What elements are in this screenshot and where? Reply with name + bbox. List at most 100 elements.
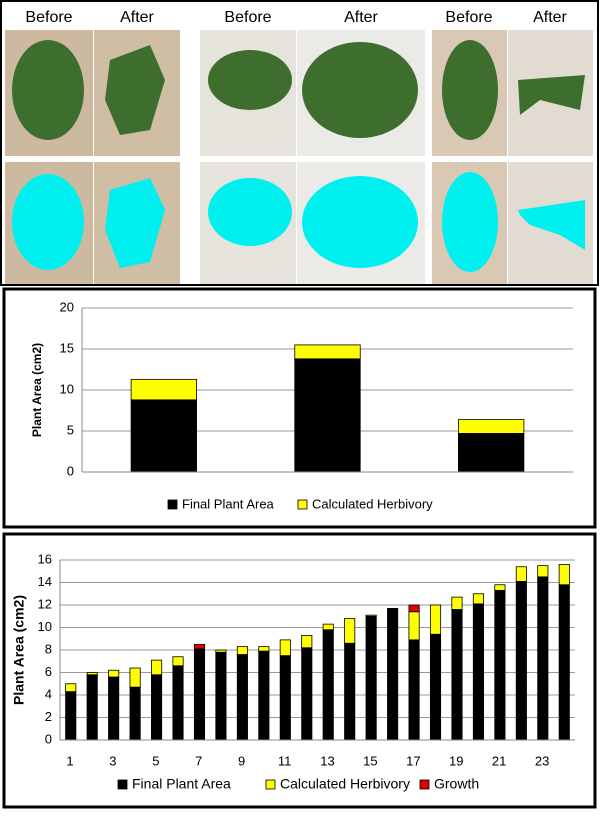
bar-segment (537, 576, 549, 741)
legend-swatch (167, 499, 178, 510)
x-tick-label: 21 (492, 753, 506, 768)
y-tick-label: 0 (67, 463, 74, 478)
x-tick-label: 3 (109, 753, 116, 768)
bar-segment (429, 633, 442, 741)
bar-segment (558, 564, 570, 586)
bar-segment (408, 639, 420, 741)
bar-segment (130, 399, 197, 473)
legend-label: Final Plant Area (182, 496, 275, 511)
bar-segment (236, 646, 248, 655)
y-tick-label: 10 (60, 381, 74, 396)
bar-segment (301, 647, 313, 741)
bar-segment (344, 618, 356, 644)
y-tick-label: 14 (38, 574, 52, 589)
bar-segment (294, 344, 361, 360)
bar-segment (365, 614, 377, 617)
bar-segment (472, 593, 484, 605)
bar-segment (108, 669, 120, 678)
y-tick-label: 5 (67, 422, 74, 437)
bar-segment (279, 639, 291, 657)
y-tick-label: 8 (45, 641, 52, 656)
legend-label: Calculated Herbivory (312, 496, 433, 511)
bar-segment (65, 691, 77, 741)
photo-label: After (120, 9, 154, 26)
legend-swatch (265, 779, 276, 790)
bar-segment (301, 634, 313, 649)
photos (5, 30, 593, 284)
x-tick-label: 1 (66, 753, 73, 768)
legend-swatch (117, 779, 128, 790)
y-tick-label: 20 (60, 299, 74, 314)
y-tick-label: 12 (38, 596, 52, 611)
photo-label: After (344, 9, 378, 26)
x-tick-label: 11 (278, 753, 292, 768)
bar-segment (322, 623, 334, 631)
bar-segment (344, 642, 356, 741)
bar-segment (86, 672, 98, 676)
bar-segment (408, 604, 420, 613)
legend-label: Final Plant Area (132, 776, 231, 792)
bar-segment (215, 651, 227, 741)
bar-segment (172, 665, 184, 741)
bar-segment (494, 584, 506, 591)
photo-label: After (533, 9, 567, 26)
x-tick-label: 13 (320, 753, 334, 768)
bar-segment (451, 596, 463, 610)
bar-segment (279, 655, 291, 741)
x-tick-label: 23 (535, 753, 549, 768)
bar-segment (515, 580, 527, 741)
bar-segment (258, 650, 270, 741)
bar-segment (193, 643, 206, 650)
y-tick-label: 16 (38, 551, 52, 566)
bar-segment (458, 433, 525, 473)
bar-segment (387, 607, 399, 741)
bar-segment (86, 674, 98, 741)
bar-segment (451, 609, 463, 741)
x-tick-label: 17 (406, 753, 420, 768)
bar-segment (458, 419, 525, 434)
legend-swatch (419, 779, 430, 790)
bar-segment (515, 566, 527, 582)
bar-segment (236, 654, 248, 741)
bar-segment (494, 589, 506, 741)
x-tick-label: 9 (238, 753, 245, 768)
y-tick-label: 15 (60, 340, 74, 355)
x-tick-label: 15 (363, 753, 377, 768)
x-tick-label: 5 (152, 753, 159, 768)
bar-segment (129, 686, 141, 741)
y-tick-label: 6 (45, 664, 52, 679)
y-tick-label: 10 (38, 619, 52, 634)
photo-label: Before (224, 9, 271, 26)
bar-segment (472, 603, 484, 741)
bar-segment (151, 674, 163, 741)
bar-segment (537, 565, 549, 578)
bar-segment (151, 659, 163, 676)
y-axis-label: Plant Area (cm2) (11, 595, 27, 705)
y-tick-label: 2 (45, 709, 52, 724)
x-tick-label: 19 (449, 753, 463, 768)
bar-segment (408, 611, 420, 641)
y-tick-label: 0 (45, 731, 52, 746)
y-tick-label: 4 (45, 686, 52, 701)
bar-segment (365, 615, 377, 741)
bar-segment (129, 667, 141, 688)
bar-segment (108, 676, 120, 741)
bar-segment (193, 648, 206, 741)
photo-label: Before (445, 9, 492, 26)
bar-segment (558, 584, 570, 741)
bar-segment (130, 378, 197, 401)
bar-segment (429, 604, 442, 635)
legend-label: Calculated Herbivory (280, 776, 410, 792)
bar-segment (258, 646, 270, 652)
bar-segment (172, 656, 184, 667)
bar-segment (322, 629, 334, 741)
legend-label: Growth (434, 776, 479, 792)
bar-segment (215, 649, 227, 653)
x-tick-label: 7 (195, 753, 202, 768)
y-axis-label: Plant Area (cm2) (30, 343, 44, 437)
bar-segment (294, 358, 361, 473)
legend-swatch (297, 499, 308, 510)
photo-label: Before (25, 9, 72, 26)
bar-segment (65, 683, 77, 693)
